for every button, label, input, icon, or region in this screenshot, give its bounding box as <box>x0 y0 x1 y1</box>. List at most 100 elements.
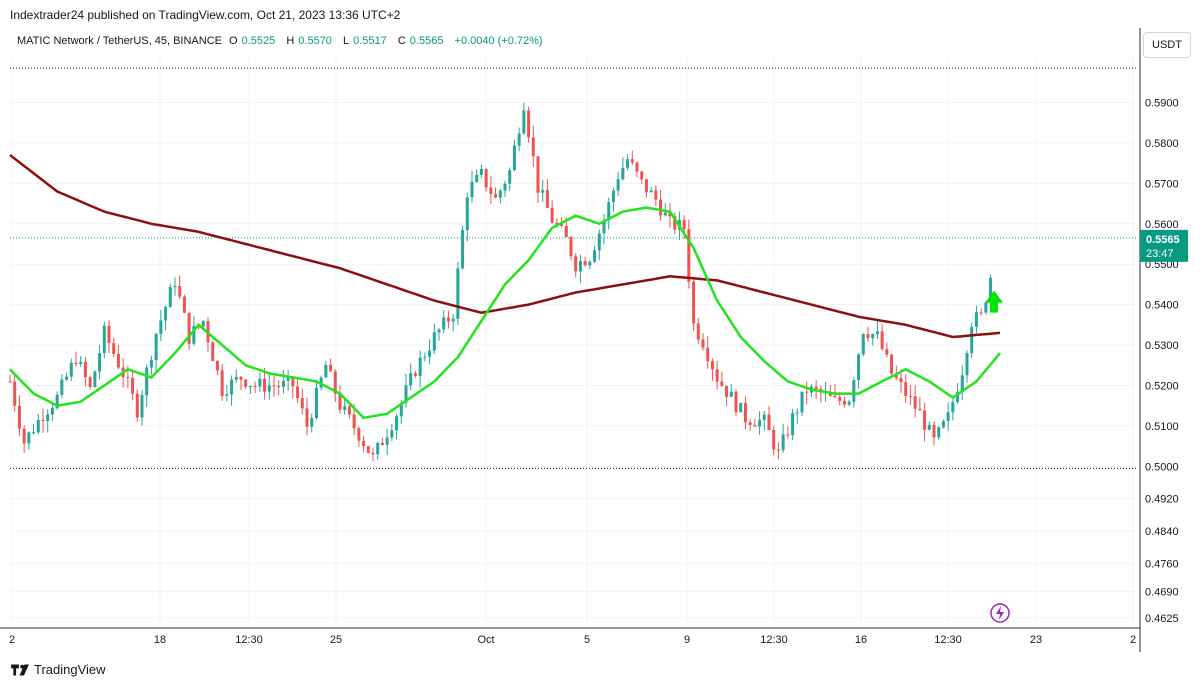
candle-body <box>890 354 894 374</box>
candles <box>8 103 993 462</box>
candle-body <box>531 137 535 157</box>
candle-body <box>743 403 747 423</box>
y-tick-label: 0.5300 <box>1145 340 1179 352</box>
x-tick-label: 9 <box>684 634 690 646</box>
candle-body <box>343 406 347 411</box>
candle-body <box>659 199 663 216</box>
candle-body <box>918 408 922 411</box>
candle-body <box>248 385 252 387</box>
y-tick-label: 0.5800 <box>1145 138 1179 150</box>
high-value: 0.5570 <box>298 35 332 47</box>
candle-body <box>220 370 224 396</box>
candle-body <box>489 187 493 194</box>
candle-body <box>706 347 710 362</box>
candle-body <box>748 422 752 425</box>
footer-brand[interactable]: TradingView <box>10 662 106 677</box>
candle-body <box>399 402 403 417</box>
y-tick-label: 0.5600 <box>1145 219 1179 231</box>
candle-body <box>498 190 502 198</box>
candle-body <box>456 268 460 319</box>
candle-body <box>432 332 436 351</box>
candle-body <box>970 326 974 354</box>
candle-body <box>635 162 639 172</box>
candle-body <box>762 414 766 420</box>
candle-body <box>404 385 408 403</box>
candle-body <box>871 334 875 339</box>
x-tick-label: 12:30 <box>760 634 788 646</box>
candle-body <box>607 202 611 221</box>
candle-body <box>583 260 587 266</box>
candle-body <box>875 331 879 335</box>
candle-body <box>46 414 50 422</box>
candle-body <box>182 296 186 313</box>
candle-body <box>842 400 846 405</box>
candle-body <box>281 380 285 387</box>
x-tick-label: 12:30 <box>934 634 962 646</box>
candle-body <box>107 325 111 344</box>
ema-slow-line <box>9 154 1001 339</box>
candle-body <box>234 376 238 380</box>
y-tick-label: 0.4690 <box>1145 587 1179 599</box>
currency-button[interactable]: USDT <box>1143 32 1191 58</box>
candle-body <box>791 413 795 436</box>
candle-body <box>69 362 73 377</box>
candle-body <box>979 312 983 314</box>
candle-body <box>244 379 248 387</box>
candle-body <box>418 357 422 377</box>
candle-body <box>776 449 780 451</box>
candle-body <box>102 325 106 354</box>
candle-body <box>215 361 219 371</box>
candle-body <box>956 392 960 403</box>
symbol-label[interactable]: MATIC Network / TetherUS, 45, BINANCE <box>17 35 222 47</box>
low-label: L <box>343 35 350 47</box>
publisher-line: Indextrader24 published on TradingView.c… <box>10 8 401 22</box>
candle-body <box>710 361 714 370</box>
candle-body <box>112 343 116 354</box>
candle-body <box>503 183 507 191</box>
y-tick-label: 0.4625 <box>1145 613 1179 625</box>
candle-body <box>88 377 92 388</box>
candle-body <box>767 414 771 430</box>
candle-body <box>338 394 342 411</box>
candle-body <box>578 260 582 272</box>
candle-body <box>682 219 686 230</box>
candle-body <box>479 168 483 175</box>
candle-body <box>145 367 149 396</box>
y-tick-label: 0.4920 <box>1145 494 1179 506</box>
candle-body <box>55 394 59 409</box>
lightning-icon[interactable] <box>990 603 1010 623</box>
candle-body <box>173 285 177 288</box>
candle-body <box>310 417 314 427</box>
candle-body <box>50 408 54 415</box>
candle-body <box>739 403 743 413</box>
candle-body <box>41 419 45 422</box>
candle-body <box>602 220 606 234</box>
y-tick-label: 0.5000 <box>1145 461 1179 473</box>
candle-body <box>974 312 978 327</box>
candle-body <box>451 318 455 322</box>
candle-body <box>154 333 158 361</box>
candle-body <box>616 179 620 191</box>
low-value: 0.5517 <box>353 35 387 47</box>
candle-body <box>852 380 856 402</box>
axes: 0.5900 0.5800 0.5700 0.5600 0.5500 0.5400 0.53… <box>0 28 1179 652</box>
x-tick-label: 25 <box>330 634 342 646</box>
y-tick-label: 0.5400 <box>1145 300 1179 312</box>
candle-body <box>437 329 441 333</box>
candle-body <box>753 424 757 427</box>
candle-body <box>324 364 328 378</box>
candle-body <box>941 421 945 428</box>
candle-body <box>461 230 465 269</box>
candle-body <box>550 207 554 223</box>
candle-body <box>512 145 516 171</box>
candle-body <box>475 174 479 182</box>
x-tick-label: 16 <box>855 634 867 646</box>
candle-body <box>149 360 153 368</box>
x-tick-label: 5 <box>584 634 590 646</box>
candle-body <box>588 261 592 266</box>
candle-body <box>781 434 785 451</box>
candle-body <box>413 373 417 377</box>
candle-body <box>541 190 545 193</box>
